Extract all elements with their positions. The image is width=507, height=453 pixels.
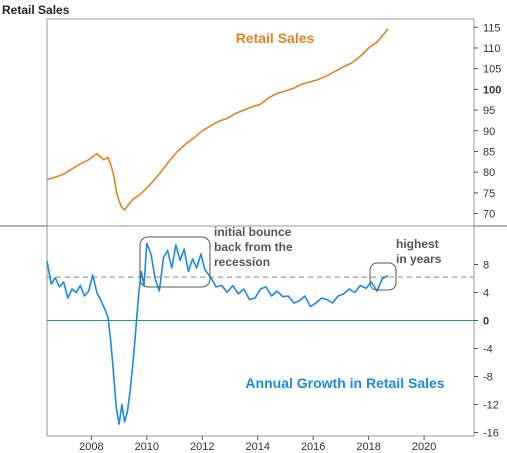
bottom-chart-title: Annual Growth in Retail Sales (245, 375, 444, 391)
top-y-tick-label: 110 (483, 43, 501, 55)
top-y-tick-label: 95 (483, 105, 495, 117)
bottom-y-tick-label: 4 (483, 288, 489, 300)
highest-annotation-line-1: highest (396, 237, 439, 251)
bottom-y-tick-label: -8 (483, 372, 493, 384)
bottom-plot-frame (46, 225, 475, 437)
top-y-tick-label: 105 (483, 64, 501, 76)
bottom-x-axis: 2008 2010 2012 2014 2016 2018 2020 (79, 436, 436, 453)
highest-annotation-line-2: in years (396, 252, 442, 266)
highest-annotation-box (369, 262, 397, 291)
bottom-y-tick-label: -12 (483, 400, 499, 412)
top-chart-title: Retail Sales (236, 30, 315, 46)
top-y-tick-label: 75 (483, 188, 495, 200)
bounce-annotation-line-1: initial bounce (214, 225, 292, 239)
top-y-tick-label: 85 (483, 146, 495, 158)
annual-growth-line (46, 242, 389, 425)
top-y-tick-label: 100 (483, 84, 501, 96)
x-tick-label: 2014 (245, 441, 269, 453)
top-plot-frame (46, 18, 475, 227)
bounce-annotation-line-2: back from the (214, 240, 293, 254)
top-y-tick-label: 80 (483, 167, 495, 179)
x-tick-label: 2018 (356, 441, 380, 453)
x-tick-label: 2008 (79, 441, 103, 453)
retail-sales-line (46, 28, 389, 211)
bounce-annotation-line-3: recession (214, 255, 270, 269)
bottom-y-tick-label: -4 (483, 344, 493, 356)
x-tick-label: 2016 (301, 441, 325, 453)
top-y-tick-label: 90 (483, 126, 495, 138)
bottom-y-tick-label: 0 (483, 316, 489, 328)
x-tick-label: 2012 (190, 441, 214, 453)
top-y-tick-label: 115 (483, 22, 501, 34)
page-title: Retail Sales (2, 3, 70, 17)
top-y-tick-label: 70 (483, 209, 495, 221)
bounce-annotation-box (139, 236, 211, 288)
x-tick-label: 2020 (412, 441, 436, 453)
bottom-y-tick-label: 8 (483, 260, 489, 272)
top-y-axis: 70 75 80 85 90 95 100 105 110 115 (474, 22, 501, 221)
x-tick-label: 2010 (135, 441, 159, 453)
bottom-y-axis: -16 -12 -8 -4 0 4 8 (474, 260, 499, 440)
bottom-y-tick-label: -16 (483, 428, 499, 440)
